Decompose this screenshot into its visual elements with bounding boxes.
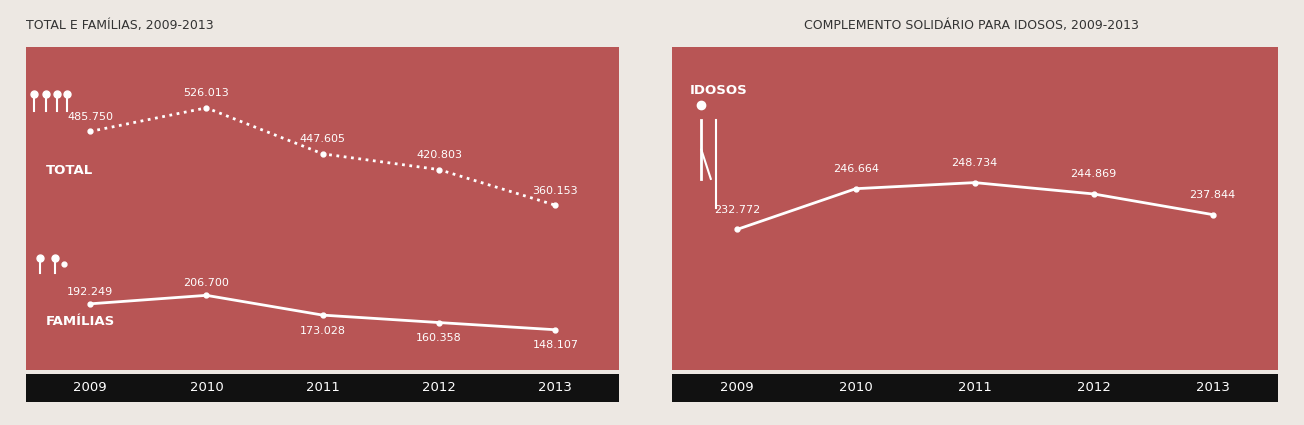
Text: 148.107: 148.107: [532, 340, 579, 350]
Text: 173.028: 173.028: [300, 326, 346, 336]
Text: 206.700: 206.700: [184, 278, 230, 288]
Text: 246.664: 246.664: [833, 164, 879, 174]
Text: 160.358: 160.358: [416, 333, 462, 343]
Text: 420.803: 420.803: [416, 150, 462, 160]
Text: TOTAL: TOTAL: [46, 164, 93, 176]
Text: 2012: 2012: [1077, 381, 1111, 394]
Text: 2011: 2011: [958, 381, 991, 394]
Text: 244.869: 244.869: [1071, 169, 1116, 179]
Text: 232.772: 232.772: [713, 205, 760, 215]
Text: 2013: 2013: [539, 381, 572, 394]
Text: 2009: 2009: [720, 381, 754, 394]
Text: 485.750: 485.750: [67, 112, 113, 122]
Text: 2010: 2010: [838, 381, 872, 394]
Text: 2013: 2013: [1196, 381, 1230, 394]
Text: 2011: 2011: [306, 381, 339, 394]
Text: 360.153: 360.153: [532, 186, 578, 196]
Text: 526.013: 526.013: [184, 88, 230, 99]
Text: 2009: 2009: [73, 381, 107, 394]
Text: FAMÍLIAS: FAMÍLIAS: [46, 315, 115, 328]
Text: 2012: 2012: [422, 381, 456, 394]
Text: COMPLEMENTO SOLIDÁRIO PARA IDOSOS, 2009-2013: COMPLEMENTO SOLIDÁRIO PARA IDOSOS, 2009-…: [805, 19, 1138, 32]
Text: IDOSOS: IDOSOS: [690, 84, 747, 97]
Text: 447.605: 447.605: [300, 134, 346, 145]
Text: 248.734: 248.734: [952, 158, 998, 168]
Text: 237.844: 237.844: [1189, 190, 1236, 200]
Text: 2010: 2010: [189, 381, 223, 394]
Text: TOTAL E FAMÍLIAS, 2009-2013: TOTAL E FAMÍLIAS, 2009-2013: [26, 19, 214, 32]
Text: 192.249: 192.249: [67, 287, 113, 297]
